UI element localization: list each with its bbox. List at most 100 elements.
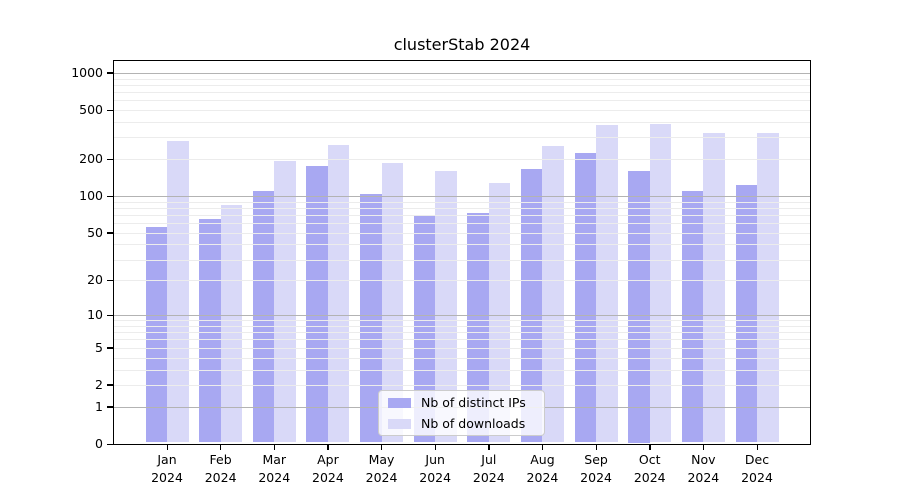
bar-distinct-ips [628, 171, 650, 443]
x-tick-label: Jan 2024 [151, 452, 183, 485]
minor-gridline [114, 325, 810, 327]
minor-gridline [114, 91, 810, 93]
y-tick-label: 0 [95, 436, 103, 451]
minor-gridline [114, 121, 810, 123]
legend: Nb of distinct IPs Nb of downloads [378, 390, 545, 436]
x-tick-label: Aug 2024 [526, 452, 559, 485]
x-tick-label: Jul 2024 [472, 452, 505, 485]
bar-downloads [542, 145, 564, 443]
major-gridline [114, 196, 810, 198]
minor-gridline [114, 201, 810, 203]
minor-gridline [114, 244, 810, 246]
bar-distinct-ips [681, 191, 704, 443]
plot-area [113, 60, 811, 445]
x-tick [541, 444, 544, 450]
y-tick-label: 500 [79, 102, 103, 118]
x-tick-label: Sep 2024 [580, 452, 612, 485]
minor-gridline [114, 110, 810, 112]
y-tick-label: 1000 [71, 64, 103, 80]
minor-gridline [114, 207, 810, 209]
minor-gridline [114, 347, 810, 349]
x-tick [702, 444, 705, 450]
x-tick [166, 444, 168, 450]
legend-label-distinct-ips: Nb of distinct IPs [421, 395, 526, 410]
minor-gridline [114, 384, 810, 386]
legend-swatch-distinct-ips-icon [388, 397, 411, 408]
bar-distinct-ips [252, 190, 275, 443]
y-tick-label: 10 [87, 307, 103, 323]
minor-gridline [114, 232, 810, 234]
minor-gridline [114, 84, 810, 86]
bar-downloads [649, 124, 672, 443]
y-tick [107, 406, 113, 408]
x-tick [649, 444, 651, 450]
y-tick [107, 314, 113, 316]
legend-item-distinct-ips: Nb of distinct IPs [379, 393, 544, 412]
y-tick [107, 195, 113, 197]
bar-downloads [435, 170, 457, 443]
legend-item-downloads: Nb of downloads [379, 414, 544, 433]
x-tick [273, 444, 276, 450]
minor-gridline [114, 369, 810, 371]
x-tick [327, 444, 329, 450]
y-tick-label: 2 [95, 376, 103, 392]
bar-distinct-ips [360, 193, 382, 443]
y-tick [107, 232, 113, 234]
y-tick [107, 347, 113, 349]
x-tick-label: May 2024 [365, 452, 398, 485]
chart-title: clusterStab 2024 [393, 35, 531, 54]
bar-downloads [488, 183, 511, 443]
y-tick-label: 20 [87, 272, 103, 288]
y-tick [107, 443, 113, 445]
minor-gridline [114, 214, 810, 216]
major-gridline [114, 72, 810, 74]
legend-label-downloads: Nb of downloads [421, 416, 526, 431]
y-tick [107, 384, 113, 386]
bar-distinct-ips [199, 218, 221, 443]
minor-gridline [114, 259, 810, 261]
minor-gridline [114, 137, 810, 139]
legend-swatch-downloads-icon [388, 418, 411, 429]
y-tick-label: 1 [95, 398, 103, 414]
bar-downloads [327, 145, 350, 443]
minor-gridline [114, 320, 810, 322]
major-gridline [114, 315, 810, 317]
minor-gridline [114, 223, 810, 225]
minor-gridline [114, 339, 810, 341]
y-tick-label: 50 [87, 224, 103, 240]
bar-downloads [596, 125, 618, 443]
bar-downloads [274, 160, 296, 443]
bar-downloads [703, 133, 725, 443]
x-tick [381, 444, 383, 450]
x-tick [434, 444, 436, 450]
x-tick [220, 444, 222, 450]
y-tick-label: 5 [95, 339, 103, 355]
x-tick-label: Apr 2024 [312, 452, 344, 485]
x-tick [488, 444, 490, 450]
x-tick [756, 444, 758, 450]
minor-gridline [114, 280, 810, 282]
y-tick [107, 279, 113, 282]
bar-downloads [220, 205, 243, 443]
bar-distinct-ips [306, 165, 328, 443]
y-tick [107, 158, 113, 160]
x-tick-label: Jun 2024 [419, 452, 452, 485]
minor-gridline [114, 159, 810, 161]
x-tick-label: Feb 2024 [204, 452, 237, 485]
x-tick-label: Mar 2024 [258, 452, 291, 485]
x-tick-label: Nov 2024 [687, 452, 720, 485]
x-tick-label: Oct 2024 [633, 452, 666, 485]
bar-downloads [757, 132, 779, 443]
y-tick [107, 72, 113, 74]
minor-gridline [114, 332, 810, 334]
minor-gridline [114, 78, 810, 80]
bar-distinct-ips [735, 185, 757, 443]
y-tick-label: 100 [79, 188, 103, 204]
x-tick [595, 444, 597, 450]
bar-downloads [167, 140, 189, 443]
bar-distinct-ips [520, 169, 543, 443]
y-tick-label: 200 [79, 151, 103, 167]
minor-gridline [114, 100, 810, 102]
minor-gridline [114, 357, 810, 359]
